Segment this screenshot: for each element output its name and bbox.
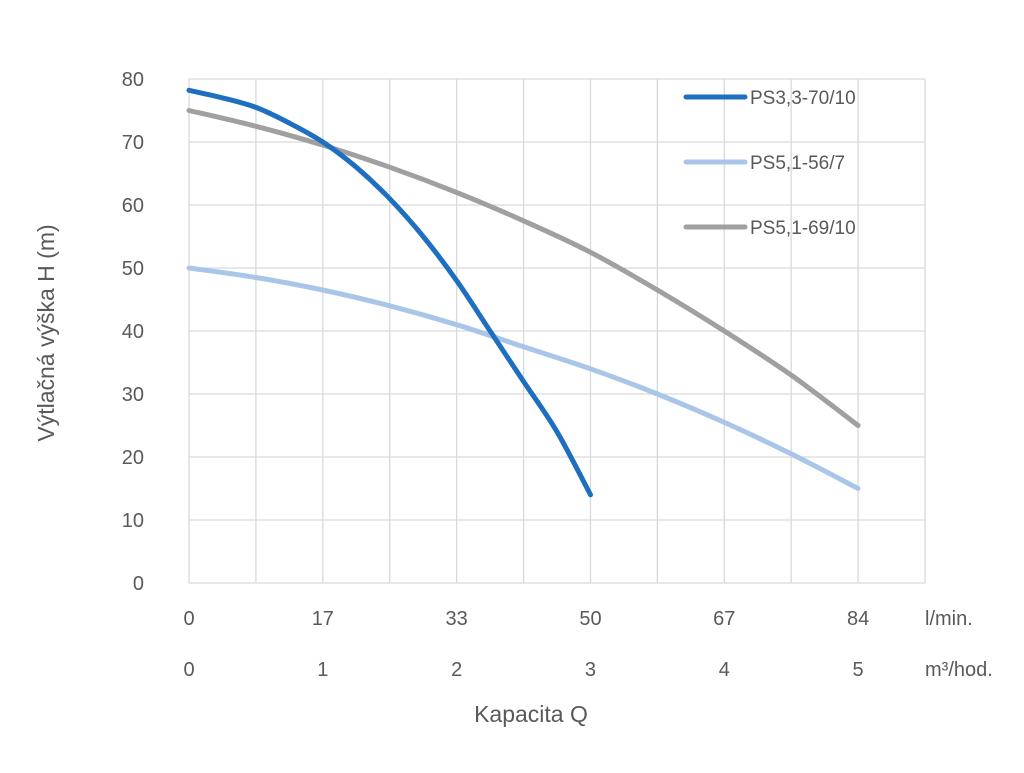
x-tick-label-m3h: 4 (719, 659, 730, 681)
legend-label: PS5,1-69/10 (750, 218, 856, 239)
x-tick-label-lmin: 0 (183, 608, 194, 630)
legend-label: PS5,1-56/7 (750, 153, 845, 174)
x-axis-ticks: 0 0 17 1 33 2 50 3 67 4 84 5 (183, 608, 869, 681)
y-tick-label: 70 (122, 132, 144, 154)
y-tick-label: 60 (122, 195, 144, 217)
x-unit-lmin: l/min. (925, 608, 973, 630)
x-unit-m3h: m³/hod. (925, 659, 993, 681)
y-tick-label: 10 (122, 510, 144, 532)
y-tick-label: 80 (122, 69, 144, 91)
y-axis-title: Výtlačná výška H (m) (33, 224, 59, 441)
x-tick-label-lmin: 33 (446, 608, 468, 630)
x-tick-label-m3h: 2 (451, 659, 462, 681)
x-tick-label-m3h: 3 (585, 659, 596, 681)
y-tick-label: 20 (122, 447, 144, 469)
series-line-ps3-3-70-10 (186, 87, 593, 498)
x-tick-label-m3h: 0 (183, 659, 194, 681)
series-group (186, 87, 861, 498)
legend: PS3,3-70/10 PS5,1-56/7 PS5,1-69/10 (683, 88, 856, 239)
x-tick-label-lmin: 50 (579, 608, 601, 630)
y-tick-label: 0 (133, 573, 144, 595)
y-tick-label: 50 (122, 258, 144, 280)
legend-label: PS3,3-70/10 (750, 88, 856, 109)
y-tick-label: 40 (122, 321, 144, 343)
series-line-ps5-1-56-7 (186, 265, 861, 491)
x-tick-label-lmin: 17 (312, 608, 334, 630)
x-tick-label-lmin: 67 (713, 608, 735, 630)
x-tick-label-m3h: 5 (853, 659, 864, 681)
y-tick-label: 30 (122, 384, 144, 406)
x-tick-label-m3h: 1 (317, 659, 328, 681)
x-axis-title: Kapacita Q (474, 701, 588, 727)
y-axis-ticks: 0 10 20 30 40 50 60 70 80 (122, 69, 144, 595)
series-line-ps5-1-69-10 (186, 108, 861, 428)
x-tick-label-lmin: 84 (847, 608, 869, 630)
